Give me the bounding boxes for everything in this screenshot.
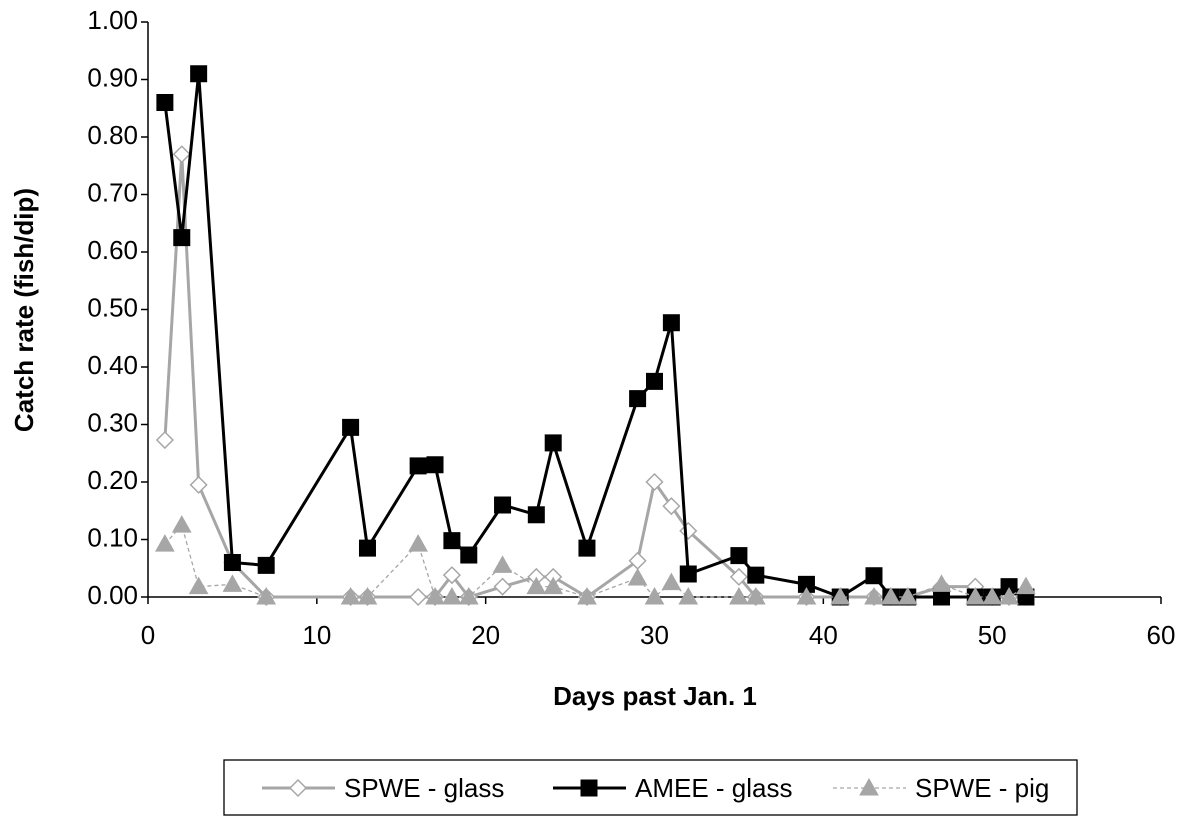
data-point: [458, 586, 479, 605]
data-point: [426, 456, 444, 474]
data-point: [661, 572, 682, 591]
series-line: [164, 523, 1027, 598]
data-point: [745, 586, 766, 605]
legend-label: SPWE - glass: [344, 773, 504, 803]
legend-marker: [580, 779, 598, 797]
data-point: [409, 587, 428, 607]
data-point: [627, 568, 648, 586]
data-point: [965, 586, 986, 605]
data-point: [729, 567, 748, 586]
data-point: [460, 546, 478, 564]
data-point: [982, 586, 1003, 605]
y-tick-label: 0.00: [87, 580, 138, 610]
data-point: [443, 532, 461, 550]
x-tick-label: 30: [640, 620, 669, 650]
data-point: [645, 472, 664, 492]
data-point: [999, 586, 1019, 605]
data-point: [256, 586, 277, 605]
data-point: [864, 586, 884, 605]
data-point: [644, 586, 665, 605]
data-point: [155, 430, 174, 450]
data-point: [730, 547, 748, 565]
y-axis-label: Catch rate (fish/dip): [9, 188, 39, 432]
legend-label: SPWE - pig: [915, 773, 1049, 803]
data-point: [494, 496, 512, 514]
data-point: [865, 567, 883, 585]
data-point: [223, 554, 241, 571]
series-line: [163, 154, 1026, 599]
y-tick-label: 0.50: [87, 292, 138, 322]
data-point: [171, 515, 192, 533]
data-point: [409, 457, 427, 475]
y-tick-label: 0.20: [87, 465, 138, 495]
legend-label: AMEE - glass: [635, 773, 793, 803]
x-tick-label: 40: [809, 620, 838, 650]
series-line: [163, 73, 1027, 599]
x-tick-label: 0: [141, 620, 155, 650]
data-point: [662, 497, 681, 516]
data-point: [578, 539, 596, 557]
data-point: [678, 586, 699, 605]
y-tick-label: 0.30: [87, 407, 138, 437]
y-tick-label: 1.00: [87, 5, 138, 35]
y-tick-label: 0.70: [87, 177, 138, 207]
data-point: [526, 576, 547, 595]
data-point: [646, 372, 663, 390]
x-tick-label: 50: [978, 620, 1007, 650]
data-point: [190, 65, 208, 83]
x-axis-label: Days past Jan. 1: [553, 681, 757, 711]
x-tick-label: 10: [302, 620, 331, 650]
y-tick-label: 0.10: [87, 522, 138, 552]
data-point: [543, 576, 564, 595]
data-point: [493, 577, 512, 596]
data-point: [679, 565, 697, 583]
data-point: [189, 475, 208, 494]
data-point: [629, 390, 647, 408]
x-tick-label: 60: [1147, 620, 1176, 650]
legend-marker: [859, 777, 879, 796]
data-point: [747, 566, 765, 584]
y-tick-label: 0.60: [87, 235, 138, 265]
data-point: [340, 586, 361, 605]
data-point: [897, 586, 918, 605]
data-point: [527, 506, 545, 524]
data-point: [1016, 576, 1036, 595]
data-point: [881, 586, 901, 605]
data-point: [173, 229, 191, 247]
data-point: [492, 555, 513, 573]
data-point: [357, 586, 378, 605]
data-point: [729, 586, 749, 605]
y-tick-label: 0.90: [87, 62, 138, 92]
data-point: [577, 586, 597, 605]
data-point: [408, 534, 428, 552]
data-point: [931, 574, 952, 592]
data-point: [156, 94, 174, 111]
data-point: [830, 586, 851, 605]
data-point: [662, 314, 680, 332]
data-point: [796, 586, 817, 605]
data-point: [257, 556, 275, 574]
y-tick-label: 0.80: [87, 120, 138, 150]
data-point: [342, 418, 360, 436]
legend-box: [223, 759, 1078, 816]
data-point: [222, 574, 243, 592]
data-point: [442, 566, 461, 585]
y-tick-label: 0.40: [87, 350, 138, 380]
x-tick-label: 20: [471, 620, 500, 650]
data-point: [188, 576, 209, 595]
legend-marker: [288, 778, 308, 798]
data-point: [172, 145, 191, 164]
data-point: [358, 539, 376, 557]
data-point: [442, 586, 462, 605]
data-point: [425, 586, 445, 605]
data-point: [155, 534, 175, 552]
data-point: [544, 434, 562, 452]
